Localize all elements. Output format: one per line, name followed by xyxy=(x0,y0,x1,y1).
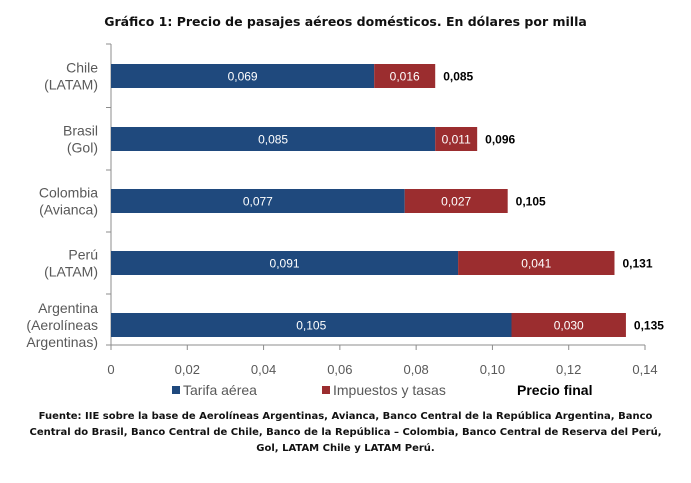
category-label: (LATAM) xyxy=(44,264,98,280)
category-label: Chile xyxy=(66,60,98,76)
bar-impuestos xyxy=(374,64,436,88)
x-tick-label: 0,10 xyxy=(480,362,505,377)
bar-tarifa xyxy=(111,127,436,151)
category-label: Brasil xyxy=(63,123,98,139)
category-label: Colombia xyxy=(39,185,98,201)
bar-value-label: 0,041 xyxy=(521,257,551,271)
bar-impuestos xyxy=(435,127,478,151)
bar-value-label: 0,027 xyxy=(441,195,471,209)
category-label: Argentina xyxy=(38,300,98,316)
category-label: (Gol) xyxy=(67,140,98,156)
bar-impuestos xyxy=(458,251,615,275)
bar-tarifa xyxy=(111,64,375,88)
total-label: 0,085 xyxy=(443,70,473,84)
x-tick-label: 0,06 xyxy=(327,362,352,377)
bar-impuestos xyxy=(511,313,626,337)
total-label: 0,131 xyxy=(622,257,652,271)
total-label: 0,096 xyxy=(485,133,515,147)
x-tick-label: 0,02 xyxy=(175,362,200,377)
x-tick-label: 0,08 xyxy=(403,362,428,377)
x-tick-label: 0,04 xyxy=(251,362,276,377)
bar-tarifa xyxy=(111,189,405,213)
category-label: (LATAM) xyxy=(44,77,98,93)
total-label: 0,135 xyxy=(634,319,664,333)
chart-title: Gráfico 1: Precio de pasajes aéreos domé… xyxy=(104,14,587,29)
x-tick-label: 0 xyxy=(107,362,114,377)
total-label: 0,105 xyxy=(516,195,546,209)
legend-swatch-impuestos xyxy=(322,386,330,394)
bar-value-label: 0,030 xyxy=(554,319,584,333)
bar-impuestos xyxy=(404,189,508,213)
bar-value-label: 0,091 xyxy=(270,257,300,271)
legend-label-precio-final: Precio final xyxy=(517,382,592,398)
bar-tarifa xyxy=(111,313,512,337)
bar-value-label: 0,069 xyxy=(228,70,258,84)
category-label: Perú xyxy=(68,247,98,263)
bar-value-label: 0,077 xyxy=(243,195,273,209)
x-tick-label: 0,12 xyxy=(556,362,581,377)
category-label: Argentinas) xyxy=(26,334,98,350)
bar-value-label: 0,016 xyxy=(390,70,420,84)
bar-value-label: 0,085 xyxy=(258,133,288,147)
source-note: Fuente: IIE sobre la base de Aerolíneas … xyxy=(29,411,662,454)
x-tick-label: 0,14 xyxy=(632,362,657,377)
bar-value-label: 0,011 xyxy=(442,133,471,147)
category-label: (Aerolíneas xyxy=(26,317,98,333)
legend-label: Tarifa aérea xyxy=(183,382,257,398)
legend-swatch-tarifa xyxy=(172,386,180,394)
bar-value-label: 0,105 xyxy=(296,319,326,333)
bar-tarifa xyxy=(111,251,459,275)
legend-label: Impuestos y tasas xyxy=(333,382,446,398)
category-label: (Avianca) xyxy=(39,202,98,218)
